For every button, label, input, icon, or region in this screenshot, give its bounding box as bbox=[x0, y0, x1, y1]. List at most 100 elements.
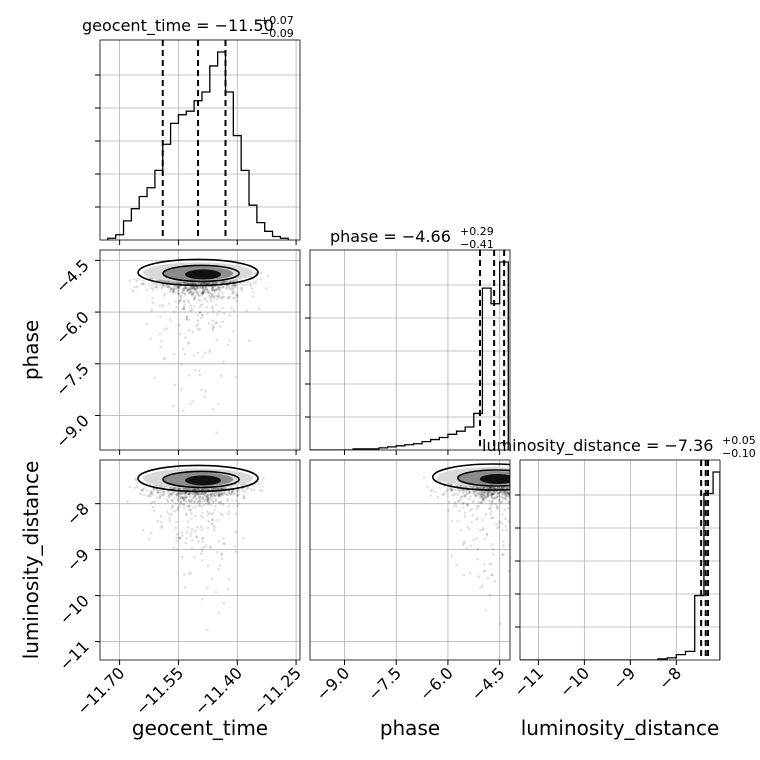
scatter-point bbox=[258, 482, 261, 485]
scatter-point bbox=[167, 285, 171, 288]
scatter-point bbox=[211, 292, 214, 296]
xlabel-luminosity-distance: luminosity_distance bbox=[521, 716, 720, 740]
scatter-point bbox=[456, 519, 459, 522]
scatter-point bbox=[193, 282, 197, 286]
title-phase: phase = −4.66 bbox=[330, 227, 451, 246]
scatter-point bbox=[213, 504, 217, 508]
scatter-point bbox=[196, 323, 200, 326]
scatter-point bbox=[198, 293, 201, 297]
scatter-point bbox=[183, 303, 186, 306]
scatter-point bbox=[193, 529, 197, 533]
scatter-point bbox=[157, 279, 160, 282]
scatter-point bbox=[174, 285, 177, 288]
scatter-point bbox=[490, 493, 494, 497]
scatter-point bbox=[460, 494, 463, 498]
scatter-point bbox=[227, 578, 231, 581]
scatter-point bbox=[481, 492, 484, 496]
scatter-point bbox=[491, 502, 494, 505]
scatter-point bbox=[169, 492, 173, 496]
scatter-point bbox=[182, 290, 186, 293]
scatter-point bbox=[233, 544, 237, 548]
scatter-point bbox=[455, 505, 458, 508]
scatter-point bbox=[180, 294, 183, 297]
scatter-point bbox=[199, 493, 202, 496]
scatter-point bbox=[207, 502, 210, 506]
scatter-point bbox=[150, 286, 153, 290]
scatter-point bbox=[477, 491, 480, 495]
scatter-point bbox=[193, 495, 196, 499]
scatter-point bbox=[210, 487, 214, 491]
scatter-point bbox=[489, 495, 493, 498]
scatter-point bbox=[177, 507, 180, 510]
scatter-point bbox=[155, 283, 159, 287]
scatter-point bbox=[200, 504, 203, 508]
scatter-point bbox=[499, 622, 502, 625]
scatter-point bbox=[500, 553, 504, 557]
scatter-point bbox=[139, 492, 142, 496]
scatter-point bbox=[471, 500, 474, 503]
scatter-point bbox=[508, 499, 510, 503]
contour-inner bbox=[162, 470, 240, 489]
contour-outer bbox=[431, 463, 510, 491]
scatter-point bbox=[174, 300, 177, 303]
scatter-point bbox=[187, 493, 191, 496]
scatter-point bbox=[180, 496, 184, 499]
scatter-point bbox=[221, 486, 224, 490]
scatter-point bbox=[504, 493, 507, 496]
scatter-point bbox=[471, 514, 474, 517]
scatter-point bbox=[231, 284, 235, 287]
scatter-point bbox=[180, 499, 183, 503]
scatter-point bbox=[175, 492, 179, 496]
scatter-point bbox=[486, 491, 490, 494]
scatter-point bbox=[213, 289, 217, 292]
scatter-point bbox=[209, 492, 213, 496]
scatter-point bbox=[211, 286, 214, 289]
scatter-point bbox=[215, 338, 219, 342]
scatter-point bbox=[493, 492, 497, 495]
scatter-point bbox=[492, 490, 496, 494]
scatter-point bbox=[219, 487, 223, 490]
scatter-point bbox=[203, 495, 206, 498]
scatter-point bbox=[463, 493, 466, 497]
scatter-point bbox=[202, 291, 205, 295]
scatter-point bbox=[248, 282, 252, 286]
scatter-point bbox=[208, 511, 211, 515]
scatter-point bbox=[242, 283, 245, 287]
scatter-point bbox=[493, 487, 497, 490]
scatter-point bbox=[209, 297, 213, 301]
scatter-point bbox=[185, 318, 189, 321]
scatter-point bbox=[491, 573, 494, 577]
scatter-point bbox=[501, 492, 504, 496]
scatter-point bbox=[202, 289, 205, 293]
scatter-point bbox=[226, 587, 230, 591]
scatter-point bbox=[192, 287, 196, 290]
scatter-point bbox=[171, 504, 175, 508]
scatter-point bbox=[179, 500, 182, 504]
panel-frame bbox=[99, 459, 301, 661]
scatter-point bbox=[496, 492, 500, 495]
scatter-point bbox=[173, 496, 176, 499]
scatter-point bbox=[197, 492, 201, 496]
scatter-point bbox=[491, 547, 495, 551]
scatter-point bbox=[201, 314, 204, 318]
scatter-point bbox=[177, 286, 181, 289]
scatter-point bbox=[196, 493, 200, 496]
scatter-point bbox=[176, 508, 179, 512]
scatter-point bbox=[182, 306, 185, 310]
scatter-point bbox=[176, 285, 180, 289]
title-phase-sub: −0.41 bbox=[460, 238, 494, 251]
scatter-point bbox=[175, 548, 179, 551]
scatter-point bbox=[151, 301, 155, 304]
title-geocent-time-sup: +0.07 bbox=[260, 14, 294, 27]
scatter-point bbox=[228, 287, 231, 290]
scatter-point bbox=[196, 314, 199, 317]
scatter-point bbox=[163, 280, 167, 283]
scatter-point bbox=[182, 503, 185, 507]
scatter-point bbox=[476, 558, 479, 561]
scatter-point bbox=[193, 298, 196, 301]
scatter-point bbox=[198, 495, 201, 498]
scatter-point bbox=[480, 494, 484, 498]
scatter-point bbox=[182, 299, 186, 303]
scatter-point bbox=[463, 511, 467, 515]
scatter-point bbox=[477, 486, 480, 490]
